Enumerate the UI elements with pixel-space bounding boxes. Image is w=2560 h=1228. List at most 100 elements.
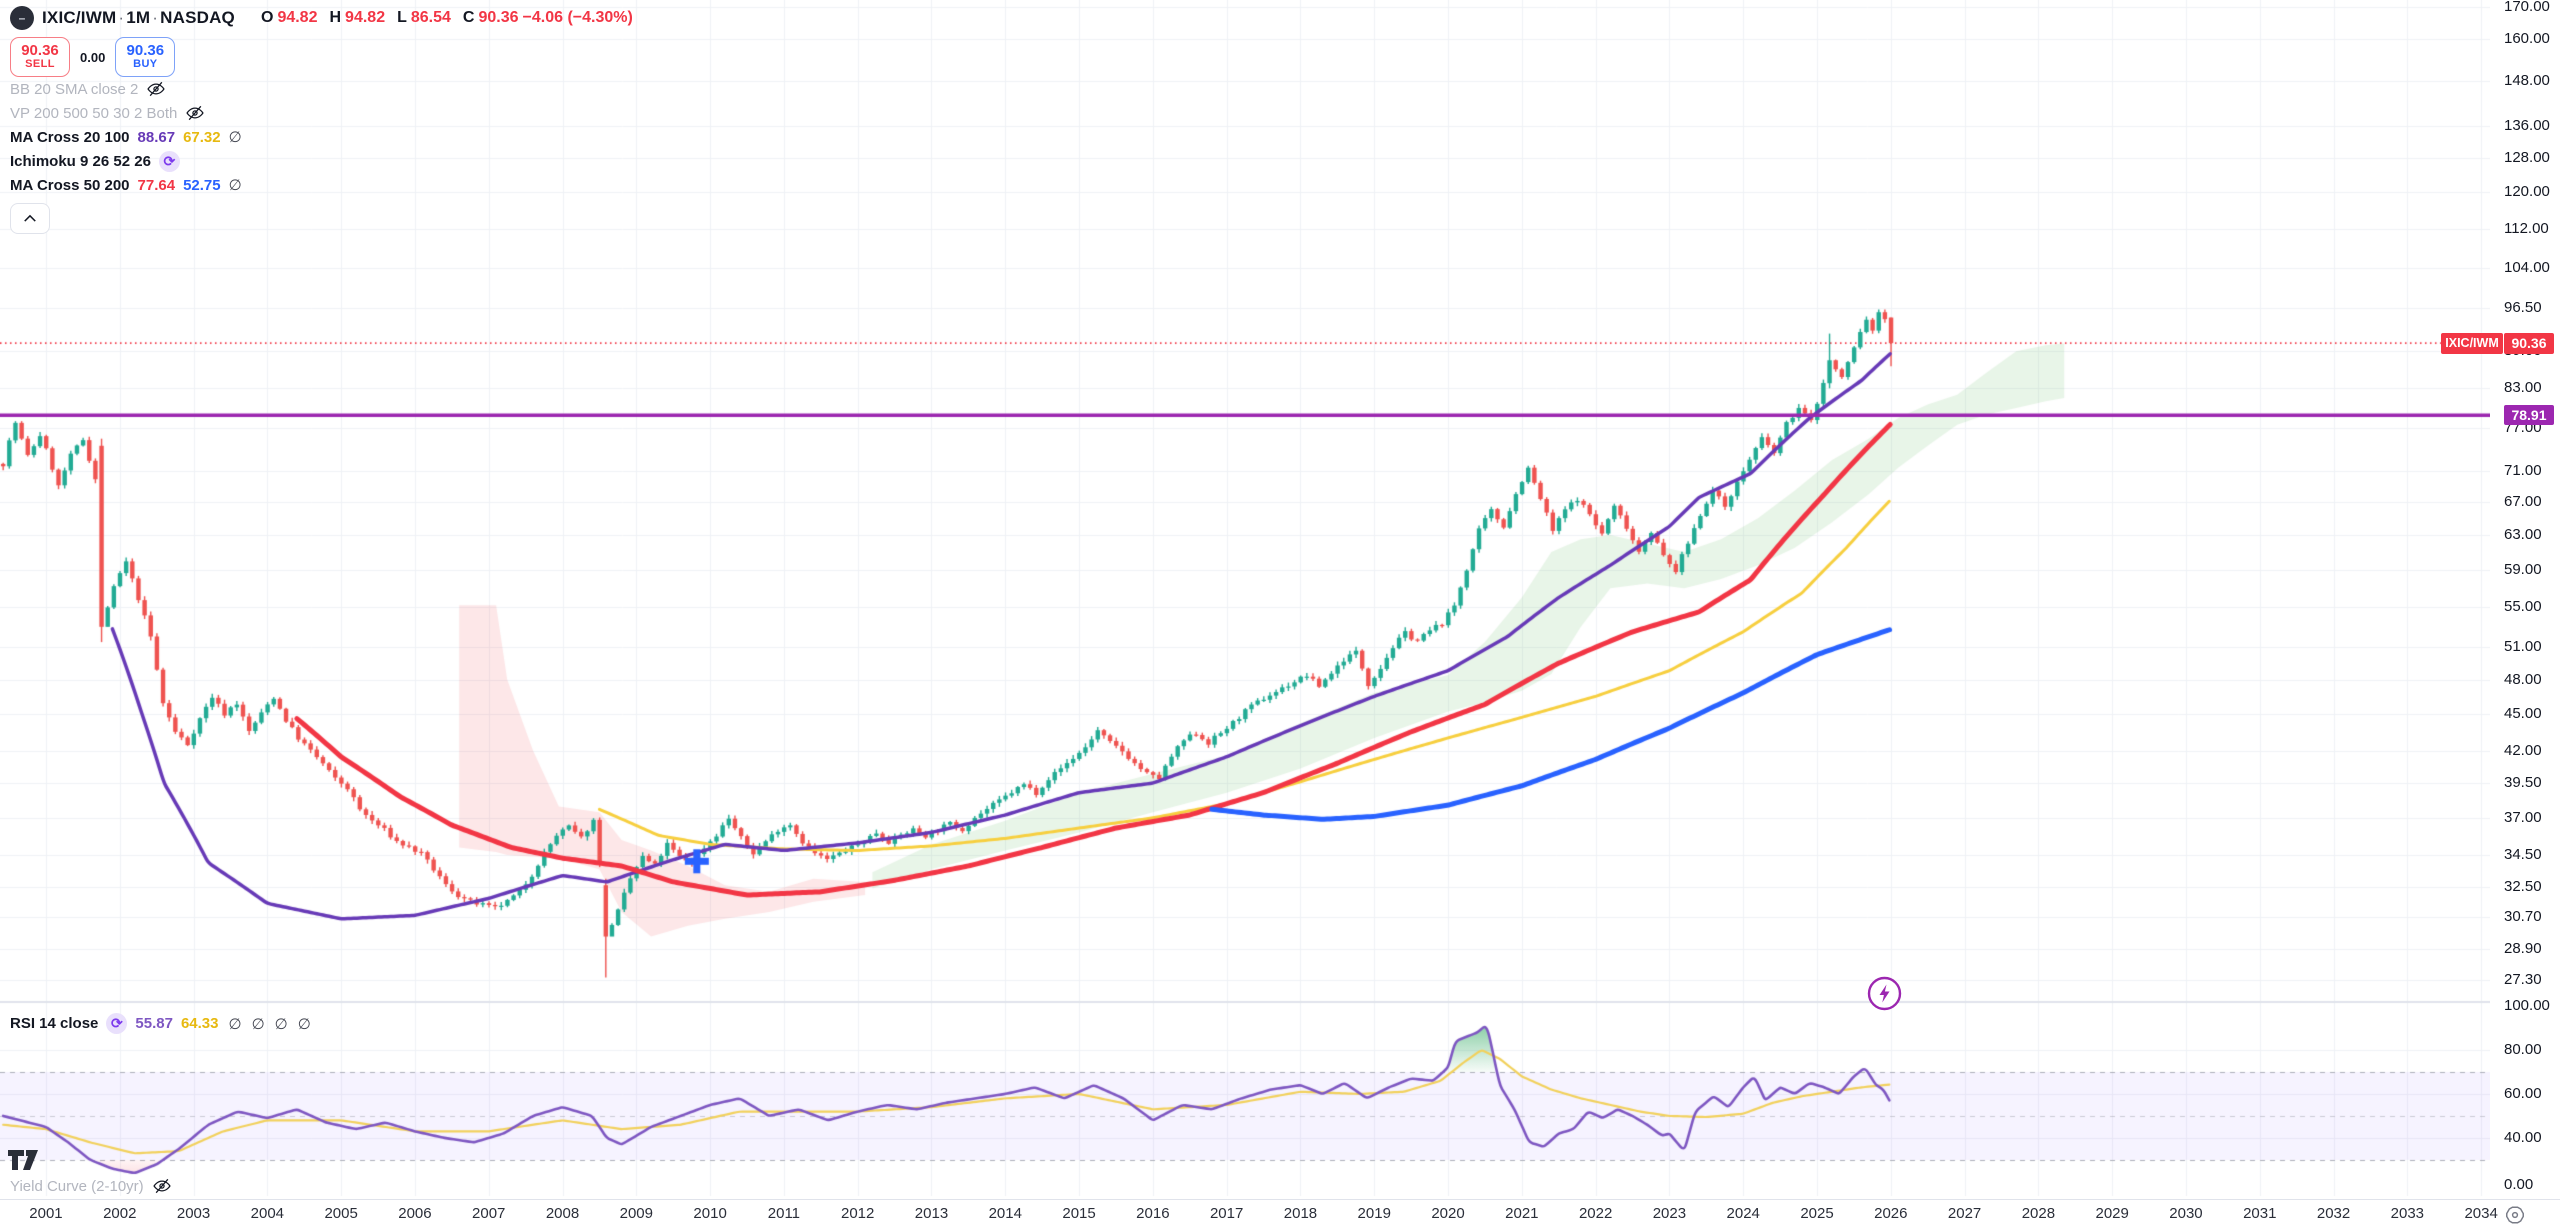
rsi-tick-label: 0.00	[2504, 1176, 2534, 1193]
price-tick-label: 42.00	[2504, 741, 2542, 759]
eye-off-icon[interactable]	[146, 79, 166, 99]
indicator-row-ma-cross-20-100[interactable]: MA Cross 20 100 88.67 67.32 ∅	[10, 128, 242, 147]
year-tick-label: 2006	[398, 1205, 432, 1222]
indicator-row-volume-profile[interactable]: VP 200 500 50 30 2 Both	[10, 101, 633, 125]
buy-button[interactable]: 90.36 BUY	[115, 37, 176, 77]
year-tick-label: 2028	[2021, 1205, 2056, 1222]
exchange-label: NASDAQ	[160, 8, 235, 27]
sell-button[interactable]: 90.36 SELL	[10, 37, 70, 77]
indicator-row-ichimoku[interactable]: Ichimoku 9 26 52 26 ⟳	[10, 149, 633, 173]
symbol-title: IXIC/IWM · 1M · NASDAQ	[42, 8, 235, 28]
rsi-tick-label: 80.00	[2504, 1040, 2542, 1058]
level-price-tag: 78.91	[2504, 405, 2554, 426]
year-tick-label: 2013	[914, 1205, 949, 1222]
price-tick-label: 28.90	[2504, 940, 2542, 958]
interval-label: 1M	[126, 8, 151, 27]
main-legend: – IXIC/IWM · 1M · NASDAQ O 94.82 H 94.82 L 86.5…	[10, 4, 633, 234]
price-tick-label: 59.00	[2504, 560, 2542, 578]
rsi-tick-label: 40.00	[2504, 1128, 2542, 1146]
high-label: H	[329, 9, 342, 26]
price-axis[interactable]: 170.00 160.00 148.00 136.00 128.00 120.00 112.…	[2490, 0, 2560, 1199]
year-tick-label: 2018	[1283, 1205, 1318, 1222]
eye-off-icon[interactable]	[152, 1176, 172, 1196]
boost-lightning-button[interactable]	[1866, 975, 1903, 1012]
close-value: 90.36	[478, 9, 519, 26]
chevron-up-icon	[24, 214, 36, 222]
indicator-row-bollinger[interactable]: BB 20 SMA close 2	[10, 77, 633, 101]
sell-price: 90.36	[21, 42, 59, 60]
rsi-ma-value: 64.33	[180, 1015, 219, 1032]
year-tick-label: 2025	[1800, 1205, 1834, 1222]
year-tick-label: 2011	[767, 1205, 801, 1222]
year-tick-label: 2001	[29, 1205, 63, 1222]
last-price-tag: 90.36	[2504, 332, 2554, 354]
year-tick-label: 2024	[1726, 1205, 1760, 1222]
price-tick-label: 160.00	[2504, 30, 2550, 48]
empty-set-icon: ∅	[297, 1015, 311, 1033]
empty-set-icon: ∅	[274, 1015, 288, 1033]
spread-value: 0.00	[80, 49, 106, 65]
buy-price: 90.36	[126, 42, 165, 60]
year-tick-label: 2021	[1505, 1205, 1539, 1222]
eye-off-icon[interactable]	[185, 103, 205, 123]
year-tick-label: 2023	[1652, 1205, 1687, 1222]
year-tick-label: 2014	[988, 1205, 1022, 1222]
price-tick-label: 71.00	[2504, 462, 2542, 480]
collapse-legend-button[interactable]	[10, 203, 50, 234]
year-tick-label: 2032	[2316, 1205, 2351, 1222]
year-tick-label: 2019	[1357, 1205, 1391, 1222]
axis-settings-gear-icon[interactable]	[2504, 1204, 2526, 1226]
price-tick-label: 120.00	[2504, 183, 2550, 201]
price-tick-label: 51.00	[2504, 638, 2542, 656]
tradingview-logo[interactable]	[8, 1150, 48, 1179]
year-tick-label: 2002	[103, 1205, 137, 1222]
buy-label: BUY	[133, 58, 158, 71]
year-tick-label: 2033	[2390, 1205, 2425, 1222]
year-tick-label: 2003	[176, 1205, 211, 1222]
sell-label: SELL	[25, 58, 55, 71]
price-tick-label: 30.70	[2504, 908, 2542, 926]
price-tick-label: 136.00	[2504, 116, 2550, 134]
year-tick-label: 2031	[2243, 1205, 2277, 1222]
year-tick-label: 2026	[1874, 1205, 1908, 1222]
price-tick-label: 128.00	[2504, 149, 2550, 167]
year-tick-label: 2016	[1136, 1205, 1170, 1222]
loading-spinner-icon: ⟳	[106, 1013, 128, 1034]
price-tick-label: 32.50	[2504, 877, 2542, 895]
indicator-row-yield-curve[interactable]: Yield Curve (2-10yr)	[10, 1176, 172, 1196]
loading-spinner-icon: ⟳	[158, 150, 180, 172]
price-tick-label: 27.30	[2504, 970, 2542, 988]
ma20-value: 88.67	[137, 128, 176, 146]
symbol-row[interactable]: – IXIC/IWM · 1M · NASDAQ O 94.82 H 94.82 L 86.5…	[10, 4, 633, 32]
year-tick-label: 2029	[2095, 1205, 2129, 1222]
price-tick-label: 34.50	[2504, 846, 2542, 864]
year-tick-label: 2005	[324, 1205, 358, 1222]
year-tick-label: 2010	[693, 1205, 727, 1222]
open-label: O	[260, 9, 274, 26]
empty-set-icon: ∅	[228, 177, 242, 194]
indicator-row-ma-cross-50-200[interactable]: MA Cross 50 200 77.64 52.75 ∅	[10, 176, 242, 195]
year-tick-label: 2022	[1578, 1205, 1613, 1222]
price-tick-label: 67.00	[2504, 493, 2542, 511]
ma50-value: 77.64	[137, 176, 176, 194]
year-tick-label: 2027	[1947, 1205, 1982, 1222]
year-tick-label: 2007	[472, 1205, 506, 1222]
price-tick-label: 170.00	[2504, 0, 2550, 16]
year-tick-label: 2034	[2464, 1205, 2498, 1222]
separator-dot: ·	[118, 8, 125, 27]
rsi-value: 55.87	[135, 1015, 173, 1032]
year-tick-label: 2012	[841, 1205, 875, 1222]
price-tick-label: 37.00	[2504, 808, 2542, 826]
rsi-legend[interactable]: RSI 14 close ⟳ 55.87 64.33 ∅ ∅ ∅ ∅	[10, 1013, 311, 1034]
low-label: L	[397, 9, 407, 26]
time-axis[interactable]: 2001 2002 2003 2004 2005 2006 2007 2008 2009 2010…	[0, 1199, 2560, 1228]
year-tick-label: 2030	[2169, 1205, 2203, 1222]
high-value: 94.82	[345, 9, 386, 26]
symbol-name: IXIC/IWM	[42, 8, 117, 27]
rsi-tick-label: 60.00	[2504, 1084, 2542, 1102]
price-tick-label: 48.00	[2504, 670, 2542, 688]
yield-curve-label: Yield Curve (2-10yr)	[10, 1177, 144, 1195]
close-label: C	[462, 9, 475, 26]
empty-set-icon: ∅	[228, 1015, 242, 1033]
